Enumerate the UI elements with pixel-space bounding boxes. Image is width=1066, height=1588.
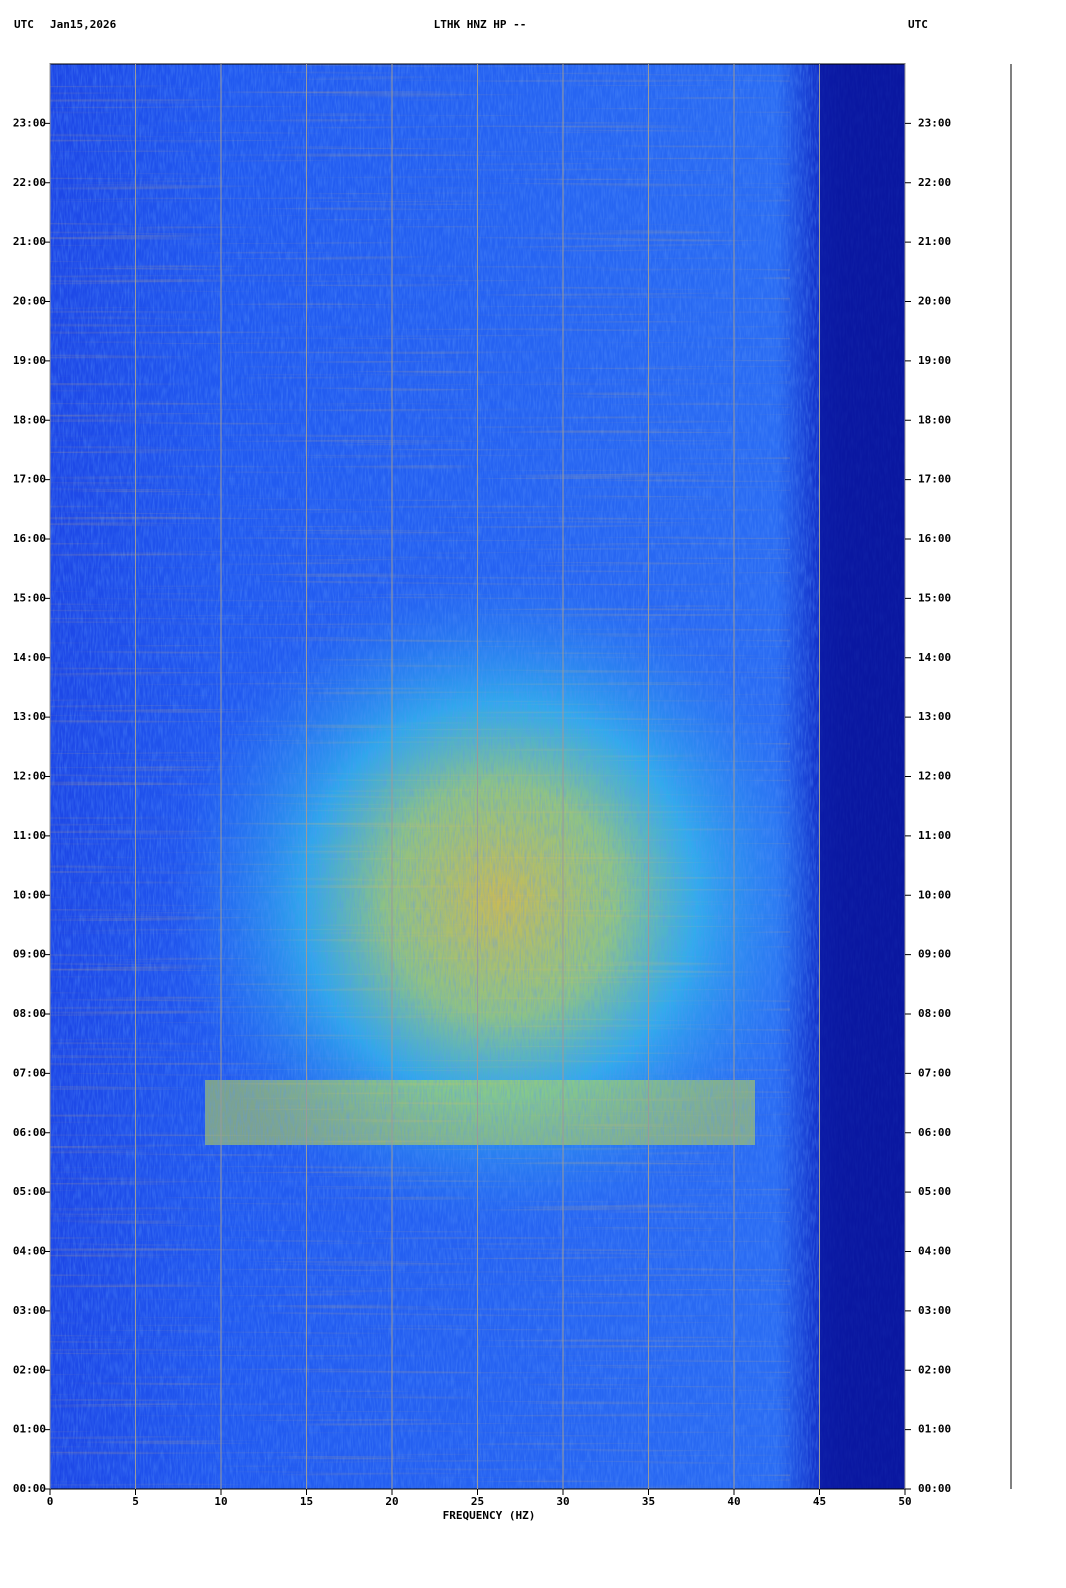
- y-tick-label: 08:00: [918, 1007, 951, 1020]
- x-tick-label: 25: [471, 1495, 484, 1508]
- y-tick-label: 16:00: [918, 532, 951, 545]
- x-tick-label: 15: [300, 1495, 313, 1508]
- x-tick-label: 40: [727, 1495, 740, 1508]
- x-tick-label: 10: [214, 1495, 227, 1508]
- y-tick-label: 10:00: [13, 888, 46, 901]
- y-tick-label: 15:00: [13, 591, 46, 604]
- y-tick-label: 14:00: [13, 651, 46, 664]
- y-tick-label: 10:00: [918, 888, 951, 901]
- y-tick-label: 21:00: [918, 235, 951, 248]
- y-tick-label: 20:00: [13, 295, 46, 308]
- y-tick-label: 22:00: [918, 176, 951, 189]
- y-tick-label: 01:00: [918, 1423, 951, 1436]
- y-tick-label: 00:00: [13, 1482, 46, 1495]
- x-tick-label: 30: [556, 1495, 569, 1508]
- y-tick-label: 03:00: [13, 1304, 46, 1317]
- y-tick-label: 01:00: [13, 1423, 46, 1436]
- chart-title: LTHK HNZ HP --: [434, 18, 527, 31]
- y-tick-label: 05:00: [918, 1185, 951, 1198]
- header-date: Jan15,2026: [50, 18, 117, 31]
- y-tick-label: 17:00: [13, 473, 46, 486]
- y-tick-label: 13:00: [13, 710, 46, 723]
- y-tick-label: 19:00: [918, 354, 951, 367]
- y-tick-label: 11:00: [918, 829, 951, 842]
- y-tick-label: 12:00: [13, 770, 46, 783]
- y-tick-label: 19:00: [13, 354, 46, 367]
- header-zone: UTC: [14, 18, 34, 31]
- y-tick-label: 02:00: [918, 1363, 951, 1376]
- y-tick-label: 02:00: [13, 1363, 46, 1376]
- y-tick-label: 14:00: [918, 651, 951, 664]
- spectrogram-image: [50, 64, 905, 1489]
- x-tick-label: 50: [898, 1495, 911, 1508]
- x-tick-label: 5: [132, 1495, 139, 1508]
- y-tick-label: 06:00: [918, 1126, 951, 1139]
- y-tick-label: 18:00: [13, 413, 46, 426]
- y-tick-label: 06:00: [13, 1126, 46, 1139]
- y-tick-label: 07:00: [13, 1066, 46, 1079]
- x-tick-label: 35: [642, 1495, 655, 1508]
- y-tick-label: 12:00: [918, 770, 951, 783]
- y-tick-label: 23:00: [13, 116, 46, 129]
- x-tick-label: 20: [385, 1495, 398, 1508]
- y-tick-label: 17:00: [918, 473, 951, 486]
- y-tick-label: 03:00: [918, 1304, 951, 1317]
- y-tick-label: 23:00: [918, 116, 951, 129]
- x-axis-label: FREQUENCY (HZ): [443, 1509, 536, 1522]
- y-tick-label: 07:00: [918, 1066, 951, 1079]
- y-tick-label: 18:00: [918, 413, 951, 426]
- y-tick-label: 00:00: [918, 1482, 951, 1495]
- y-tick-label: 04:00: [918, 1245, 951, 1258]
- y-tick-label: 09:00: [918, 948, 951, 961]
- y-tick-label: 05:00: [13, 1185, 46, 1198]
- y-tick-label: 20:00: [918, 295, 951, 308]
- y-tick-label: 21:00: [13, 235, 46, 248]
- y-tick-label: 13:00: [918, 710, 951, 723]
- y-tick-label: 04:00: [13, 1245, 46, 1258]
- y-tick-label: 22:00: [13, 176, 46, 189]
- x-tick-label: 45: [813, 1495, 826, 1508]
- y-tick-label: 11:00: [13, 829, 46, 842]
- y-tick-label: 16:00: [13, 532, 46, 545]
- y-tick-label: 15:00: [918, 591, 951, 604]
- y-tick-label: 09:00: [13, 948, 46, 961]
- x-tick-label: 0: [47, 1495, 54, 1508]
- y-tick-label: 08:00: [13, 1007, 46, 1020]
- header-zone: UTC: [908, 18, 928, 31]
